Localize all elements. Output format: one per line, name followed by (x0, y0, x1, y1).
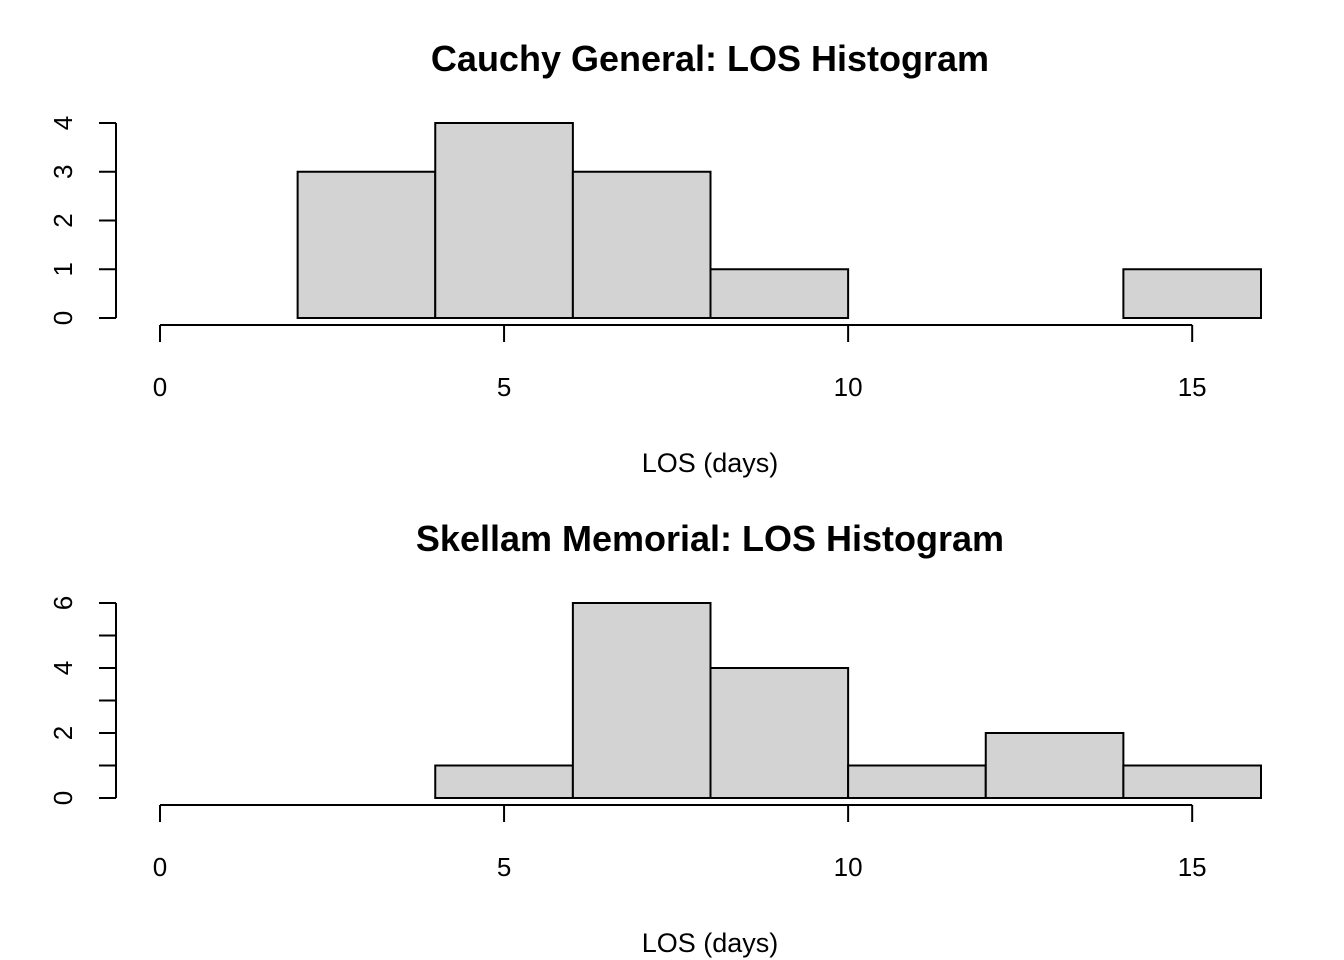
x-tick-label: 0 (153, 372, 167, 402)
y-axis: 0 1 2 3 4 (48, 116, 117, 325)
histogram-bar (434, 122, 574, 319)
y-tick-label: 0 (48, 791, 78, 805)
chart-title: Skellam Memorial: LOS Histogram (416, 518, 1004, 559)
y-tick-label: 3 (48, 165, 78, 179)
y-axis: 0 2 4 6 (48, 596, 117, 805)
x-axis: 0 5 10 15 (153, 324, 1207, 402)
histogram-bar (571, 170, 712, 319)
x-axis-title: LOS (days) (642, 448, 779, 478)
histogram-bar (1122, 268, 1262, 319)
histogram-bar (847, 764, 987, 799)
chart-title: Cauchy General: LOS Histogram (431, 38, 989, 79)
y-tick-label: 4 (48, 661, 78, 675)
x-tick-label: 5 (497, 852, 511, 882)
x-axis: 0 5 10 15 (153, 804, 1207, 882)
y-tick-label: 6 (48, 596, 78, 610)
x-tick-label: 0 (153, 852, 167, 882)
x-tick-label: 10 (834, 372, 863, 402)
histogram-bar (1122, 764, 1262, 799)
bars-group (434, 602, 1262, 799)
histogram-bar (434, 764, 574, 799)
histogram-bar (709, 268, 850, 319)
x-tick-label: 15 (1178, 372, 1207, 402)
histogram-bar (984, 732, 1125, 799)
histogram-panel-skellam: Skellam Memorial: LOS Histogram 0 2 4 6 0 5 1… (48, 518, 1262, 958)
x-axis-title: LOS (days) (642, 928, 779, 958)
y-tick-label: 1 (48, 262, 78, 276)
y-tick-label: 2 (48, 726, 78, 740)
histogram-panel-cauchy: Cauchy General: LOS Histogram 0 1 2 3 4 0 5 10… (48, 38, 1262, 478)
x-tick-label: 10 (834, 852, 863, 882)
y-tick-label: 2 (48, 213, 78, 227)
x-tick-label: 15 (1178, 852, 1207, 882)
histogram-bar (571, 602, 712, 799)
y-tick-label: 4 (48, 116, 78, 130)
bars-group (296, 122, 1262, 319)
y-tick-label: 0 (48, 311, 78, 325)
x-tick-label: 5 (497, 372, 511, 402)
histogram-bar (296, 170, 437, 319)
histogram-bar (709, 667, 850, 799)
